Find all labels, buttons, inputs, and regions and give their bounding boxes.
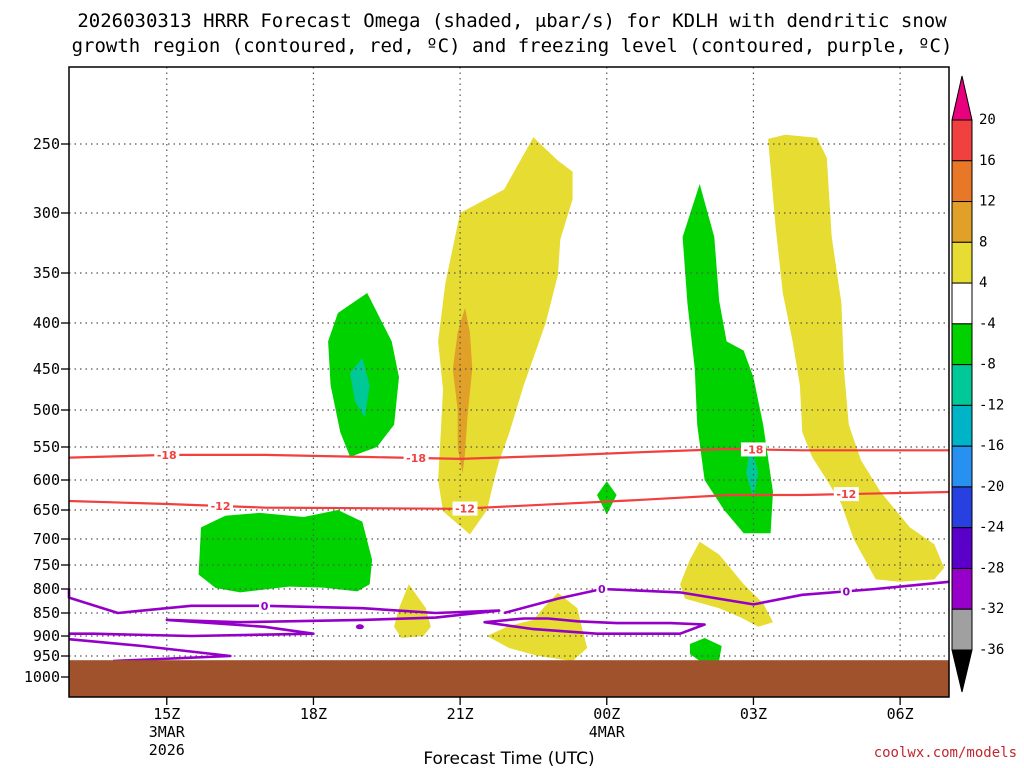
y-tick-label: 550 [33,438,60,456]
colorbar-bottom-arrow [951,649,973,693]
colorbar-box [951,160,973,203]
dgz-label-bg-1-2 [833,487,859,502]
x-tick-label: 00Z [593,705,620,723]
dgz-contour-label: -12 [836,488,856,501]
omega-region-green-8 [597,481,617,515]
dgz-label-bg-0-0 [154,447,180,462]
colorbar-box [951,364,973,406]
colorbar-box [951,241,973,284]
colorbar-label: 20 [979,112,996,128]
freezing-label-bg-0-0 [259,598,271,613]
dgz-contour-label: -18 [157,449,177,462]
colorbar-box [951,404,973,447]
colorbar-label: 12 [979,194,996,210]
dgz-label-bg-0-2 [740,442,766,457]
colorbar-label: -20 [979,479,1004,495]
colorbar-label: -4 [979,316,996,332]
x-tick-date: 3MAR [149,723,186,741]
freezing-label-bg-2-1 [840,584,852,599]
title-line-2: growth region (contoured, red, ºC) and f… [72,35,953,57]
colorbar-box [951,567,973,610]
colorbar-box [951,119,973,162]
y-tick-label: 250 [33,135,60,153]
contours: -18 -18 -18 -12 -12 -12 0 0 0 [67,442,950,663]
omega-dot-0 [355,624,364,630]
omega-region-green-12 [689,638,722,665]
dgz-contour-label: -12 [211,500,231,513]
omega-region-teal-6 [746,453,759,498]
colorbar-label: -16 [979,438,1004,454]
x-tick-label: 18Z [300,705,327,723]
freezing-contour-label: 0 [261,600,269,613]
colorbar-box [951,486,973,529]
title-line-1: 2026030313 HRRR Forecast Omega (shaded, … [77,10,947,32]
colorbar-label: -32 [979,601,1004,617]
dgz-contour-label: -12 [455,503,475,516]
freezing-contour-label: 0 [843,585,851,598]
colorbar-label: 16 [979,153,996,169]
colorbar-box [951,282,973,325]
colorbar-label: -24 [979,520,1004,536]
colorbar-label: 8 [979,234,987,250]
y-tick-label: 500 [33,401,60,419]
y-tick-label: 650 [33,501,60,519]
omega-region-yellow-4 [768,134,945,582]
plot-area: -18 -18 -18 -12 -12 -12 0 0 0 [67,66,950,698]
x-tick-label: 21Z [447,705,474,723]
colorbar-label: -36 [979,642,1004,658]
colorbar-box [951,201,973,243]
y-axis: 250 300 350 400 450 500 550 600 650 700 750 800 850 9… [24,135,69,686]
omega-region-teal-3 [350,358,370,418]
omega-region-orange-1 [452,308,473,474]
x-tick-label: 06Z [887,705,914,723]
colorbar-label: -28 [979,560,1004,576]
y-tick-label: 1000 [24,668,60,686]
x-tick-label: 15Z [153,705,180,723]
omega-region-green-7 [198,510,373,593]
colorbar-top-arrow [951,75,973,121]
colorbar-label: -8 [979,357,996,373]
credit-link[interactable]: coolwx.com/models [874,745,1017,761]
y-tick-label: 400 [33,314,60,332]
y-tick-label: 600 [33,471,60,489]
colorbar-box [951,527,973,569]
omega-region-yellow-9 [680,541,773,627]
dgz-label-bg-1-0 [208,498,234,513]
y-tick-label: 800 [33,580,60,598]
freezing-contour-0-2 [503,580,950,615]
x-axis-title: Forecast Time (UTC) [423,749,594,768]
colorbar: 20 16 12 8 4 -4 -8 -12 -16 -20 -24 -28 -32 -36 [951,75,1004,693]
freezing-contour-0-0 [67,589,501,638]
x-tick-date: 4MAR [589,723,626,741]
y-tick-label: 850 [33,604,60,622]
freezing-contour-label: 0 [598,583,606,596]
x-tick-year: 2026 [149,741,185,759]
y-tick-label: 350 [33,264,60,282]
x-tick-label: 03Z [740,705,767,723]
plot-frame [68,66,950,698]
ground-layer [69,660,949,697]
colorbar-box [951,323,973,366]
colorbar-box [951,608,973,651]
colorbar-label: -12 [979,397,1004,413]
dgz-contour-label: -18 [406,452,426,465]
y-tick-label: 700 [33,530,60,548]
y-tick-label: 300 [33,204,60,222]
freezing-contour-0-3 [483,617,706,636]
omega-region-yellow-10 [487,592,588,661]
freezing-label-bg-2-0 [596,582,608,596]
freezing-contour-0-1 [68,637,232,663]
colorbar-box [951,445,973,488]
y-tick-label: 450 [33,360,60,378]
y-tick-label: 900 [33,627,60,645]
dgz-contour-label: -18 [744,443,764,456]
colorbar-label: 4 [979,275,987,291]
y-tick-label: 750 [33,556,60,574]
dgz-label-bg-0-1 [403,450,429,465]
omega-region-yellow-0 [438,137,573,535]
y-tick-label: 950 [33,647,60,665]
dgz-label-bg-1-1 [452,501,478,516]
